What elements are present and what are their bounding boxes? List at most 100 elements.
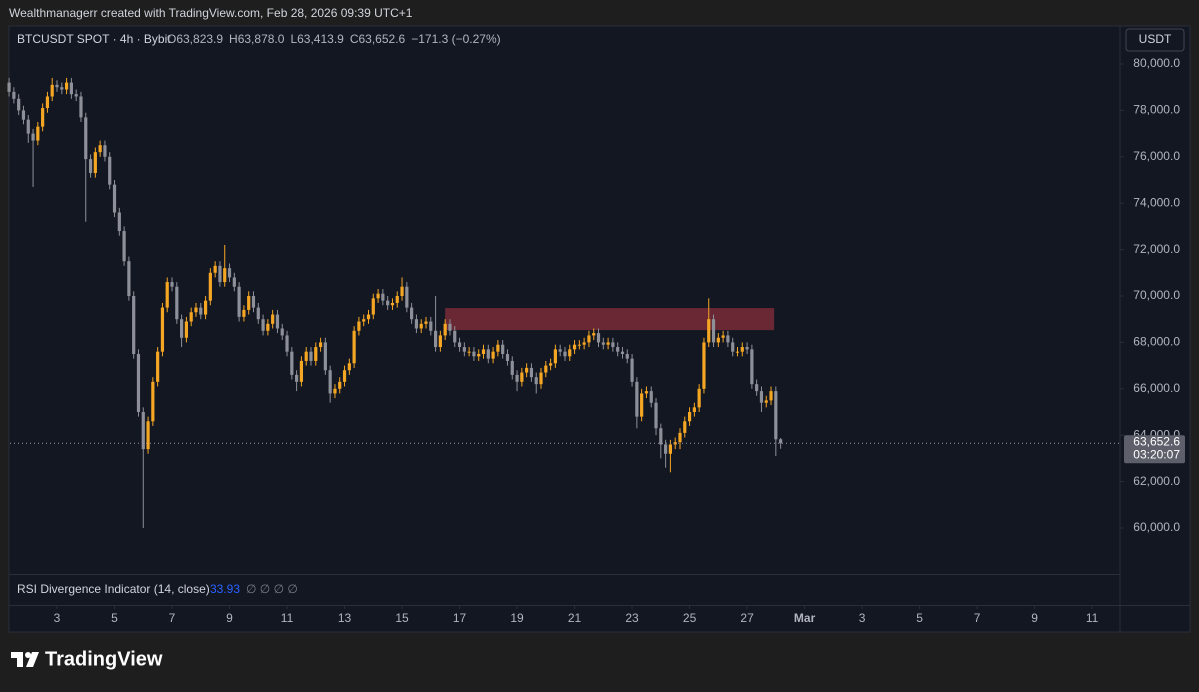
candle-body: [342, 370, 347, 382]
candle-body: [371, 298, 375, 315]
x-tick-label: 15: [395, 611, 409, 625]
y-tick-label: 62,000.0: [1133, 474, 1180, 488]
candle-body: [50, 84, 54, 97]
candle-body: [745, 347, 749, 350]
candle-body: [620, 351, 625, 354]
candle-body: [501, 344, 505, 354]
candle-body: [596, 333, 601, 343]
candle-body: [347, 363, 351, 371]
candle-body: [295, 374, 299, 382]
candle-body: [438, 335, 442, 348]
rsi-title: RSI Divergence Indicator (14, close): [17, 582, 210, 596]
candle-body: [549, 363, 553, 366]
candle-body: [582, 342, 586, 345]
last-price-label: 63,652.6: [1133, 434, 1180, 448]
candle-body: [261, 319, 265, 331]
candle-body: [41, 108, 45, 127]
candle-body: [659, 428, 663, 445]
candle-body: [687, 411, 692, 422]
brand-logo: [11, 652, 39, 667]
candle-body: [117, 212, 121, 232]
x-tick-label: 11: [281, 611, 294, 625]
candle-body: [515, 374, 519, 382]
x-tick-label: 11: [1086, 611, 1099, 625]
candle-body: [36, 126, 40, 141]
candle-body: [132, 295, 136, 354]
candle-body: [184, 321, 188, 338]
candle-body: [587, 335, 591, 343]
candle-body: [649, 391, 653, 403]
candle-body: [755, 384, 759, 392]
candle-body: [553, 349, 557, 364]
candle-body: [457, 342, 462, 348]
brand: TradingView: [45, 648, 163, 670]
x-tick-label: 3: [54, 611, 61, 625]
candle-body: [271, 314, 275, 324]
candle-body: [170, 282, 174, 287]
logo-stem: [17, 652, 23, 667]
candle-body: [251, 295, 256, 308]
candle-body: [323, 342, 327, 371]
candle-body: [275, 314, 280, 329]
candle-body: [779, 439, 783, 444]
currency[interactable]: USDT: [1139, 32, 1172, 46]
logo-dot: [25, 652, 31, 658]
y-tick-label: 78,000.0: [1133, 103, 1180, 117]
candle-body: [17, 98, 21, 111]
candle-body: [309, 351, 313, 361]
candle-body: [232, 277, 236, 287]
candle-body: [290, 351, 294, 375]
candle-body: [668, 444, 672, 454]
candle-body: [218, 265, 222, 283]
rsi-flags: ∅ ∅ ∅ ∅: [246, 582, 298, 596]
candle-body: [692, 407, 696, 412]
candle-body: [539, 372, 543, 385]
candle-body: [280, 328, 284, 336]
candle-body: [7, 82, 11, 92]
candle-body: [386, 300, 390, 306]
candle-body: [491, 351, 495, 359]
candle-body: [630, 358, 634, 382]
candle-body: [141, 411, 145, 450]
candle-body: [410, 307, 414, 320]
candle-body: [21, 110, 26, 120]
x-tick-label: Mar: [794, 611, 816, 625]
candle-body: [357, 321, 361, 331]
x-tick-label: 9: [1031, 611, 1038, 625]
candle-body: [520, 372, 524, 382]
x-tick-label: 27: [740, 611, 754, 625]
candle-body: [405, 286, 409, 308]
candle-body: [510, 360, 514, 375]
candle-body: [496, 344, 500, 352]
candle-body: [175, 286, 179, 320]
candle-body: [433, 330, 438, 348]
candle-body: [314, 347, 318, 361]
candle-body: [179, 319, 184, 338]
candle-body: [443, 323, 447, 336]
ohlc-value: C63,652.6: [350, 32, 406, 46]
candle-body: [462, 347, 466, 352]
candle-body: [707, 319, 711, 343]
candle-body: [108, 156, 112, 185]
ohlc-value: O63,823.9: [167, 32, 223, 46]
candle-body: [759, 391, 764, 403]
candle-body: [678, 432, 682, 443]
ohlc-legend: O63,823.9 H63,878.0 L63,413.9 C63,652.6 −171…: [167, 32, 501, 46]
candle-body: [199, 307, 203, 315]
x-tick-label: 5: [111, 611, 118, 625]
candle-body: [616, 347, 620, 352]
candle-body: [318, 342, 323, 348]
plot-area: [7, 77, 1120, 528]
candle-body: [673, 442, 677, 445]
candle-body: [611, 342, 615, 348]
candle-body: [223, 268, 227, 283]
currency-button[interactable]: [1125, 28, 1185, 52]
candle-body: [419, 323, 423, 329]
resistance-zone: [445, 308, 775, 331]
candle-body: [625, 353, 629, 359]
x-tick-label: 21: [568, 611, 582, 625]
candle-body: [160, 307, 165, 352]
candle-body: [644, 391, 649, 394]
candle-body: [601, 342, 605, 345]
